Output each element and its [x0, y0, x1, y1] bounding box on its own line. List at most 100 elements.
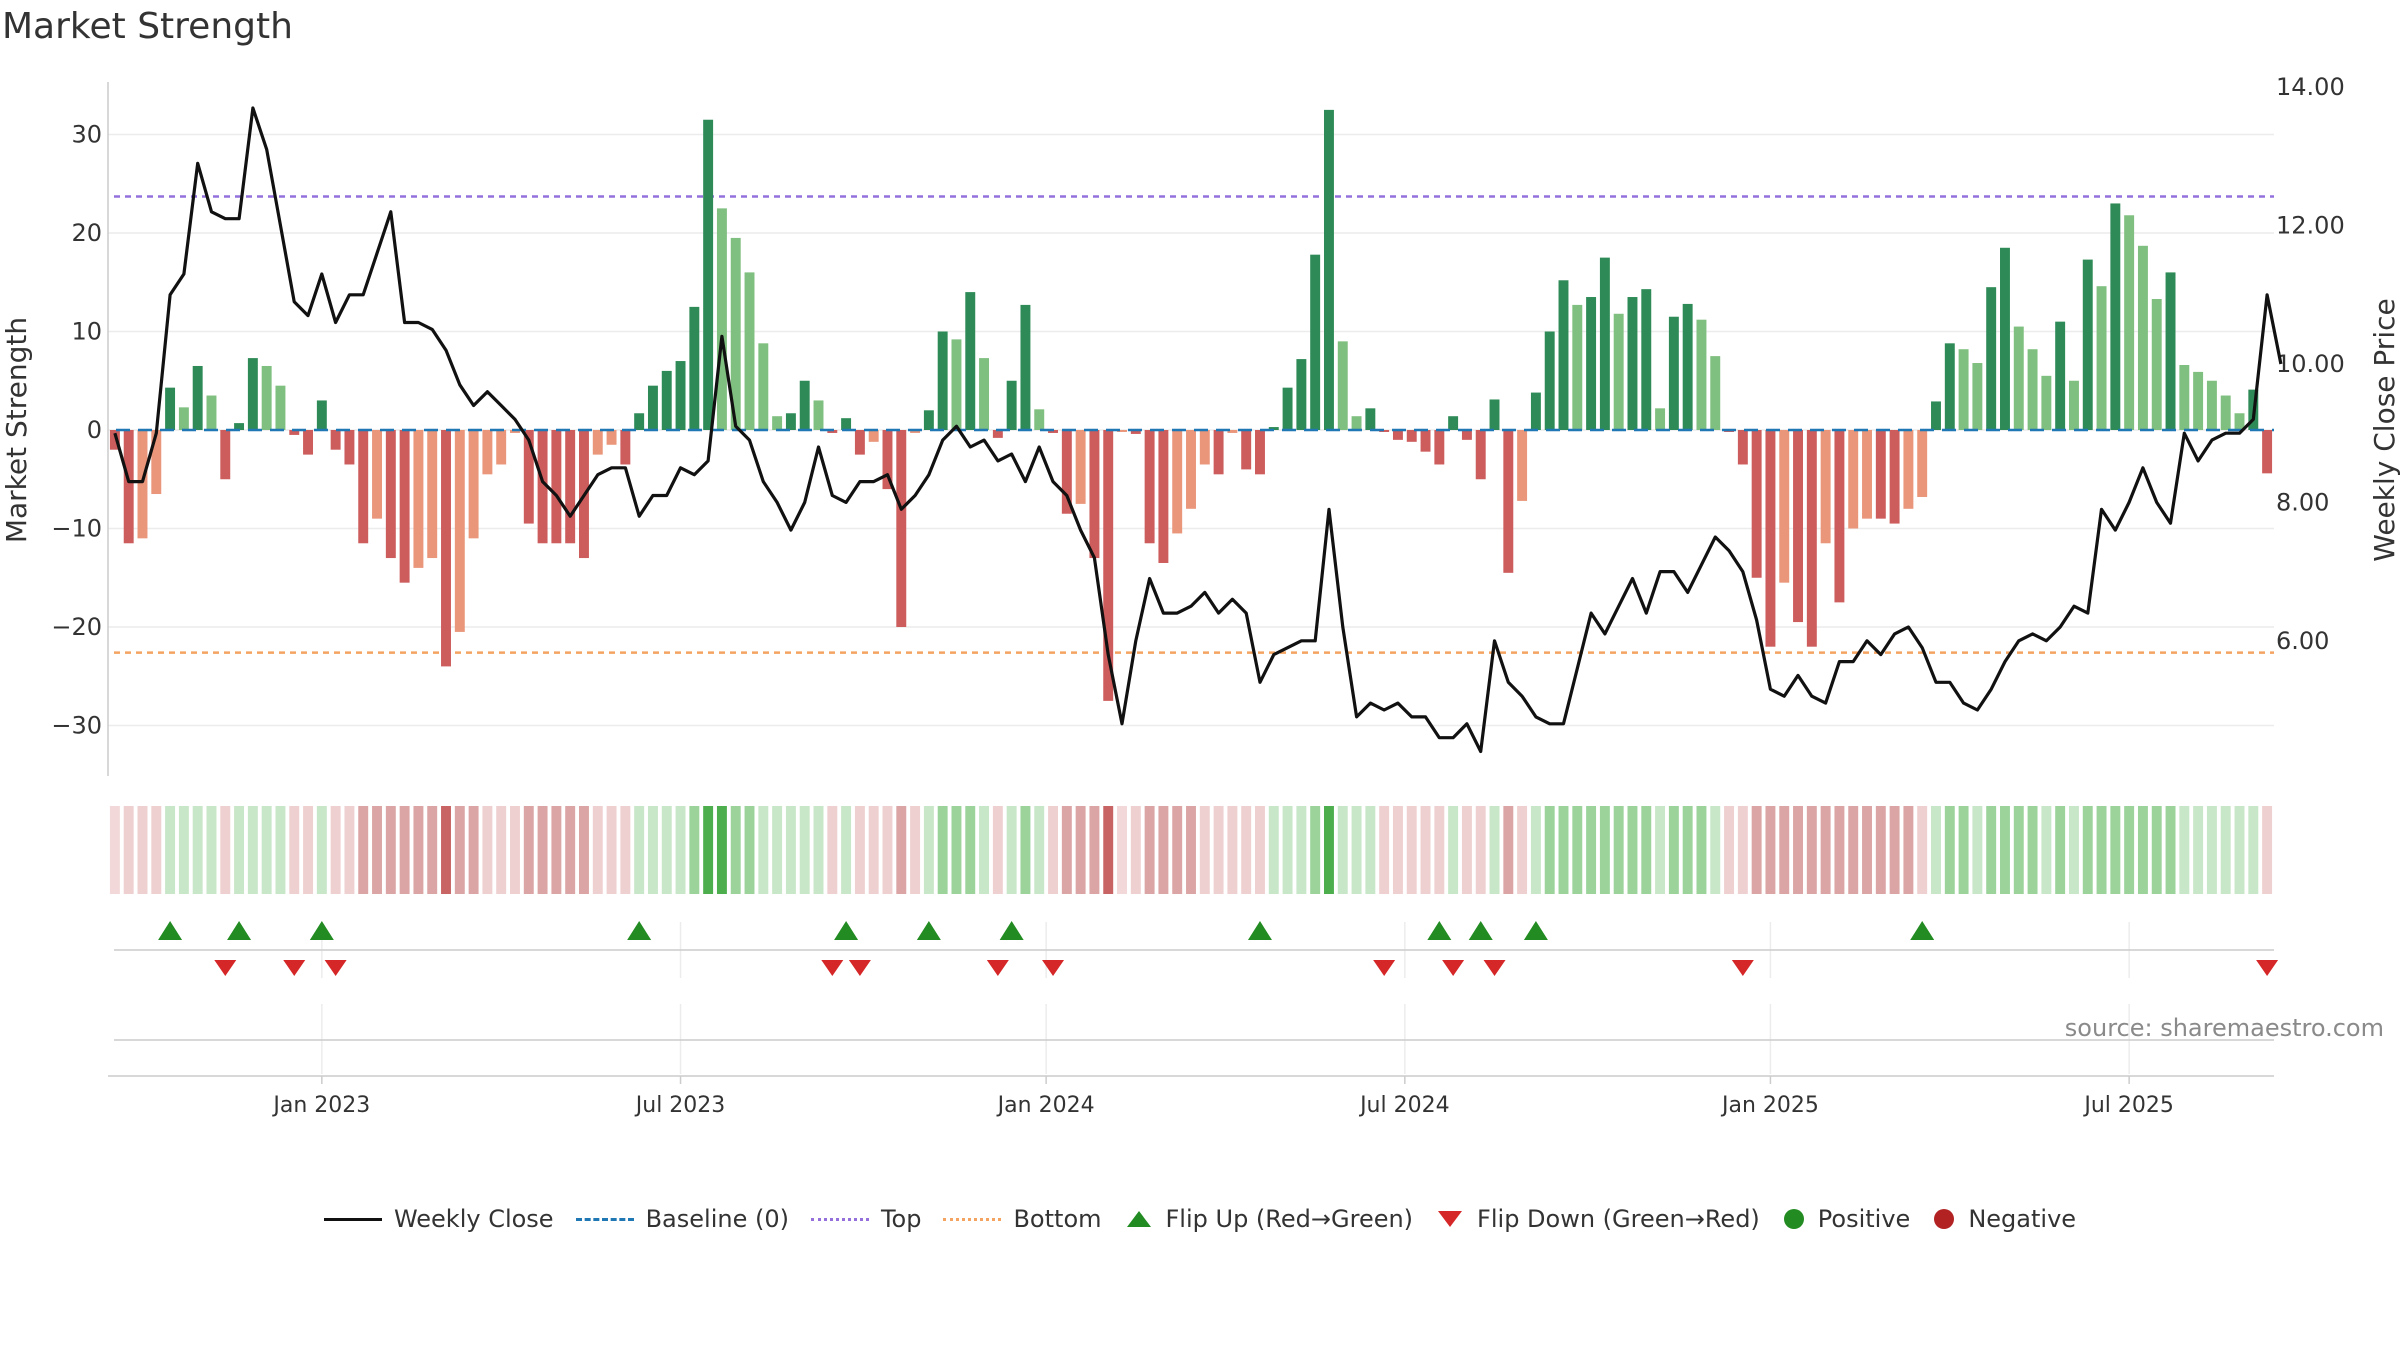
heat-cell — [2082, 806, 2093, 894]
strength-bar — [689, 306, 700, 430]
flip-down-marker — [214, 960, 237, 976]
strength-bar — [220, 430, 231, 480]
strength-bar — [1765, 430, 1776, 647]
heat-cell — [620, 806, 631, 894]
heat-cell — [758, 806, 769, 894]
solid-line-icon — [323, 1217, 382, 1221]
strength-bar — [1655, 408, 1666, 430]
heat-cell — [220, 806, 231, 894]
heat-cell — [910, 806, 921, 894]
heat-cell — [1544, 806, 1555, 894]
heat-cell — [192, 806, 203, 894]
legend-label: Negative — [1968, 1205, 2077, 1233]
y-tick-label: 30 — [71, 121, 102, 149]
heat-cell — [1820, 806, 1831, 894]
heat-cell — [1103, 806, 1114, 894]
strength-bar — [247, 358, 258, 430]
heat-cell — [178, 806, 189, 894]
heat-cell — [1737, 806, 1748, 894]
strength-bar — [1820, 430, 1831, 544]
strength-bar — [1710, 356, 1721, 430]
heat-cell — [2248, 806, 2259, 894]
flip-down-marker — [1442, 960, 1465, 976]
strength-bar — [2165, 272, 2176, 430]
strength-bar — [565, 430, 576, 544]
heat-cell — [2096, 806, 2107, 894]
strength-bar — [2041, 375, 2052, 430]
strength-bar — [1958, 349, 1969, 430]
heat-cell — [1448, 806, 1459, 894]
strength-bar — [1213, 430, 1224, 475]
strength-bar — [744, 272, 755, 430]
strength-bar — [1779, 430, 1790, 583]
heat-cell — [813, 806, 824, 894]
strength-bar — [165, 387, 176, 430]
flip-down-marker — [821, 960, 844, 976]
heat-cell — [965, 806, 976, 894]
flip-up-marker — [227, 921, 252, 940]
heat-cell — [827, 806, 838, 894]
strength-bar — [785, 413, 796, 430]
legend-label: Positive — [1817, 1205, 1911, 1233]
heat-cell — [344, 806, 355, 894]
heat-cell — [1255, 806, 1265, 894]
heat-cell — [1682, 806, 1693, 894]
heat-cell — [1668, 806, 1679, 894]
heat-cell — [1724, 806, 1735, 894]
strength-bar — [1075, 430, 1086, 504]
heat-cell — [1186, 806, 1196, 894]
strength-bar — [2220, 395, 2231, 430]
strength-bar — [841, 418, 852, 430]
heat-cell — [1903, 806, 1914, 894]
strength-bar — [358, 430, 369, 544]
strength-bar — [1337, 341, 1348, 430]
heat-cell — [882, 806, 893, 894]
heat-cell — [1793, 806, 1803, 894]
heat-cell — [896, 806, 907, 894]
heat-cell — [1199, 806, 1210, 894]
circle-icon — [1783, 1209, 1804, 1229]
strength-bar — [799, 380, 810, 430]
strength-bar — [1434, 430, 1445, 465]
weekly-close-line — [113, 106, 2283, 754]
strength-bar — [716, 208, 727, 430]
heat-cell — [1227, 806, 1238, 894]
heat-cell — [675, 806, 686, 894]
legend-label: Bottom — [1013, 1205, 1102, 1233]
strength-bar — [399, 430, 410, 583]
strength-bar — [1875, 430, 1886, 519]
strength-bar — [675, 361, 686, 430]
heat-cell — [316, 806, 327, 894]
strength-bar — [661, 370, 672, 430]
heat-cell — [1475, 806, 1486, 894]
strength-bar — [289, 430, 300, 435]
heat-cell — [2041, 806, 2052, 894]
strength-bar — [123, 430, 134, 544]
dotted-line-icon — [810, 1217, 869, 1221]
heat-cell — [1627, 806, 1638, 894]
strength-bar — [468, 430, 479, 539]
heat-cell — [1586, 806, 1597, 894]
heat-cell — [1765, 806, 1776, 894]
heat-cell — [1489, 806, 1500, 894]
heat-cell — [1944, 806, 1955, 894]
strength-bar — [647, 385, 658, 430]
strength-bar — [2000, 247, 2010, 430]
strength-bar — [1889, 430, 1900, 524]
heat-cell — [1503, 806, 1514, 894]
heat-cell — [1641, 806, 1652, 894]
strength-bar — [1255, 430, 1265, 475]
heat-cell — [1020, 806, 1031, 894]
strength-bar — [1241, 430, 1252, 470]
y2-tick-label: 14.00 — [2276, 73, 2345, 101]
strength-bar — [1020, 304, 1031, 430]
flip-down-marker — [1373, 960, 1396, 976]
strength-bar — [1558, 280, 1569, 430]
strength-bar — [510, 430, 520, 433]
strength-bar — [882, 430, 893, 490]
legend-item-flipdown: Flip Down (Green→Red) — [1435, 1205, 1760, 1233]
flip-down-marker — [1042, 960, 1065, 976]
heat-cell — [1268, 806, 1279, 894]
chart-legend: Weekly Close Baseline (0) Top Bottom Flip Up… — [0, 1205, 2400, 1233]
flip-up-marker — [1427, 921, 1452, 940]
